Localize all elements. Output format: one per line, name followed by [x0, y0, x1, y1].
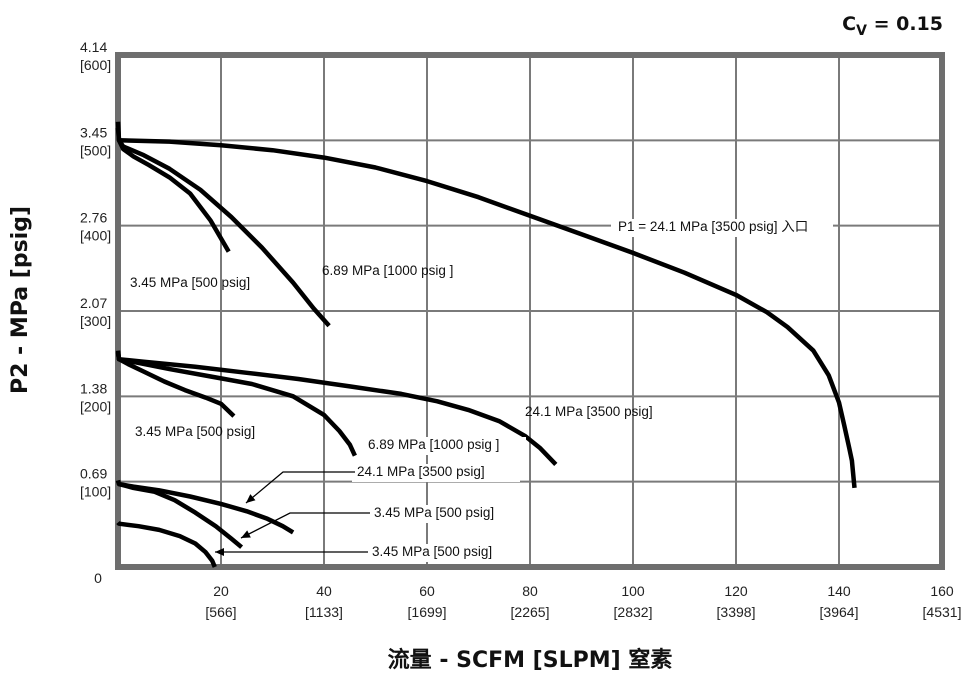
series-line-4 [115, 350, 558, 466]
curve-label: P1 = 24.1 MPa [3500 psig] 入口 [618, 219, 808, 234]
curve-label: 6.89 MPa [1000 psig ] [322, 263, 453, 278]
cv-subscript: V [856, 23, 867, 39]
leader-line [245, 471, 355, 504]
plot-border [115, 52, 945, 570]
x-tick-label: 140 [827, 583, 851, 599]
x-tick-sublabel: [1699] [408, 604, 447, 620]
series-line-3 [115, 121, 331, 328]
x-tick-sublabel: [2265] [511, 604, 550, 620]
leader-arrowhead [215, 548, 224, 556]
curve-label-bg [611, 219, 833, 237]
series-lines [115, 121, 857, 568]
leader-arrowhead [246, 494, 256, 503]
x-tick-sublabel: [1133] [305, 604, 343, 620]
y-tick-sublabel: [600] [80, 57, 111, 73]
x-tick-sublabel: [3964] [820, 604, 859, 620]
x-tick-label: 120 [724, 583, 748, 599]
y-tick-sublabel: [300] [80, 313, 111, 329]
y-axis-title: P2 - MPa [psig] [8, 206, 33, 394]
series-line-6 [115, 351, 357, 457]
curve-label: 24.1 MPa [3500 psig] [357, 464, 485, 479]
y-tick-label: 1.38 [80, 380, 107, 396]
y-tick-sublabel: [100] [80, 484, 111, 500]
x-tick-sublabel: [4531] [923, 604, 962, 620]
tick-labels: 20 [566] 40 [1133] 60 [1699] 80 [2265] 100 [2832]… [80, 39, 961, 620]
x-tick-label-zero: 0 [94, 570, 102, 586]
x-tick-label: 80 [522, 583, 538, 599]
series-line-9 [116, 521, 217, 568]
cv-label: CV = 0.15 [842, 13, 943, 39]
curve-label-bg [367, 544, 519, 562]
x-tick-sublabel: [566] [205, 604, 236, 620]
leader-line [240, 512, 370, 539]
y-tick-sublabel: [200] [80, 398, 111, 414]
grid [118, 54, 943, 567]
x-tick-label: 40 [316, 583, 332, 599]
x-axis-title: 流量 - SCFM [SLPM] 窒素 [388, 647, 673, 673]
y-tick-label: 2.76 [80, 210, 107, 226]
x-tick-sublabel: [3398] [717, 604, 756, 620]
x-tick-label: 20 [213, 583, 229, 599]
series-line-8 [115, 479, 244, 549]
curve-labels: P1 = 24.1 MPa [3500 psig] 入口 3.45 MPa [50… [130, 219, 833, 562]
curve-label-bg [369, 505, 521, 523]
curve-label-bg [364, 437, 526, 455]
cv-prefix: C [842, 13, 856, 35]
cv-rest: = 0.15 [867, 13, 943, 35]
curve-label: 3.45 MPa [500 psig] [374, 505, 494, 520]
x-tick-sublabel: [2832] [614, 604, 653, 620]
curve-label: 6.89 MPa [1000 psig ] [368, 437, 499, 452]
curve-label: 24.1 MPa [3500 psig] [525, 404, 653, 419]
leader-arrowhead [241, 530, 251, 538]
series-line-1 [117, 138, 857, 489]
y-tick-sublabel: [400] [80, 228, 111, 244]
x-tick-label: 60 [419, 583, 435, 599]
y-tick-sublabel: [500] [80, 142, 111, 158]
y-tick-label: 4.14 [80, 39, 107, 55]
y-tick-label: 3.45 [80, 124, 107, 140]
curve-label: 3.45 MPa [500 psig] [135, 424, 255, 439]
x-tick-label: 100 [621, 583, 645, 599]
curve-label-bg [352, 464, 520, 482]
x-tick-label: 160 [930, 583, 954, 599]
curve-label: 3.45 MPa [500 psig] [372, 544, 492, 559]
plot-frame [115, 52, 945, 570]
y-tick-label: 2.07 [80, 295, 107, 311]
curve-label: 3.45 MPa [500 psig] [130, 275, 250, 290]
y-tick-label: 0.69 [80, 466, 107, 482]
